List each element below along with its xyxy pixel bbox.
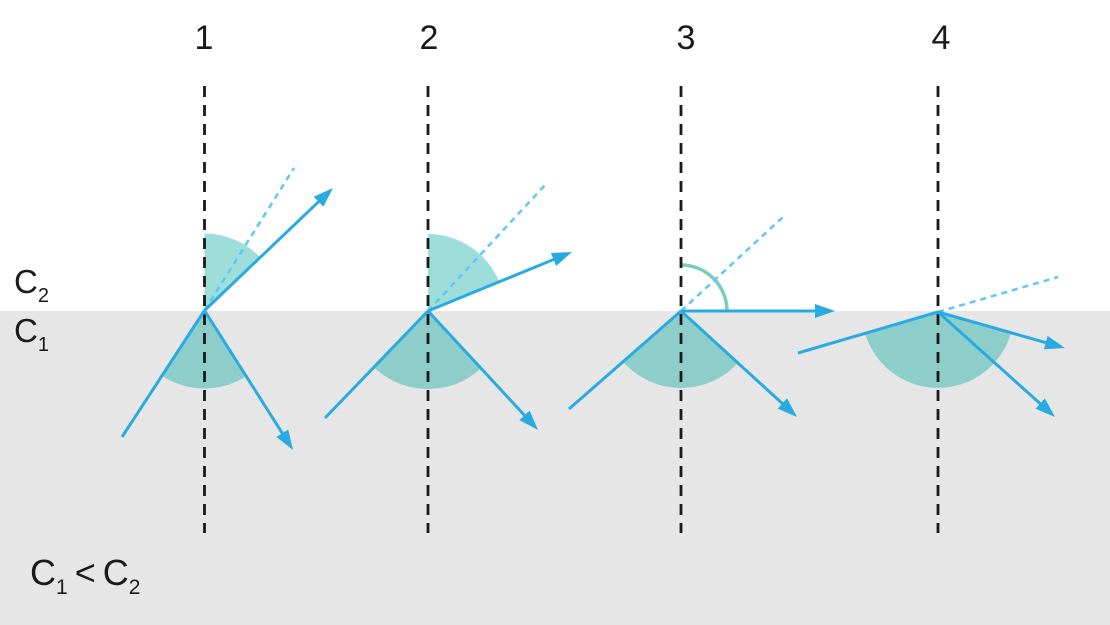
panel-4-incident-extension-dashed: [937, 275, 1059, 314]
panel-1-refraction-angle-wedge: [204, 233, 261, 311]
panel-2-refracted-ray: [427, 251, 573, 313]
panel-4-incidence-angle-wedge: [865, 312, 1012, 388]
panel-2-reflected-ray: [426, 309, 539, 430]
relation-left-base: C: [30, 552, 56, 593]
relation-right-subscript: 2: [129, 576, 141, 599]
panel-3-reflected-ray: [679, 309, 798, 417]
lower-medium-region: [0, 311, 1110, 625]
relation-operator: <: [75, 552, 96, 593]
panel-2-incidence-angle-wedge: [373, 311, 481, 390]
upper-medium-label-base: C: [14, 263, 38, 300]
lower-medium-label-base: C: [14, 312, 38, 349]
relation-left-subscript: 1: [56, 576, 68, 599]
label-upper-medium-speed: C2: [14, 263, 49, 307]
panel-4-secondary-reflected-ray: [936, 310, 1056, 417]
panel-4-reflected-ray: [937, 310, 1065, 350]
panel-1-number: 1: [195, 19, 214, 57]
panel-1-incidence-angle-wedge: [161, 310, 247, 389]
panel-4-number: 4: [932, 19, 951, 57]
panel-1-incident-ray: [120, 309, 206, 438]
panel-1-refracted-ray: [203, 187, 334, 312]
upper-medium-label-subscript: 2: [38, 285, 49, 307]
panel-3-critical-angle-arc: [680, 263, 729, 312]
label-speed-relation: C1 < C2: [30, 552, 140, 599]
relation-right-base: C: [103, 552, 129, 593]
label-lower-medium-speed: C1: [14, 312, 49, 356]
panel-3-incidence-angle-wedge: [623, 311, 738, 389]
panel-2-number: 2: [420, 19, 439, 57]
panel-3-incident-extension-dashed: [680, 216, 784, 312]
panel-4-incident-ray: [797, 310, 939, 355]
panel-1-reflected-ray: [203, 309, 294, 451]
panel-2-incident-ray: [323, 309, 430, 420]
panel-2-incident-extension-dashed: [427, 182, 548, 312]
panel-3-number: 3: [677, 19, 696, 57]
lower-medium-label-subscript: 1: [38, 334, 49, 356]
panel-3-incident-ray: [568, 309, 682, 411]
